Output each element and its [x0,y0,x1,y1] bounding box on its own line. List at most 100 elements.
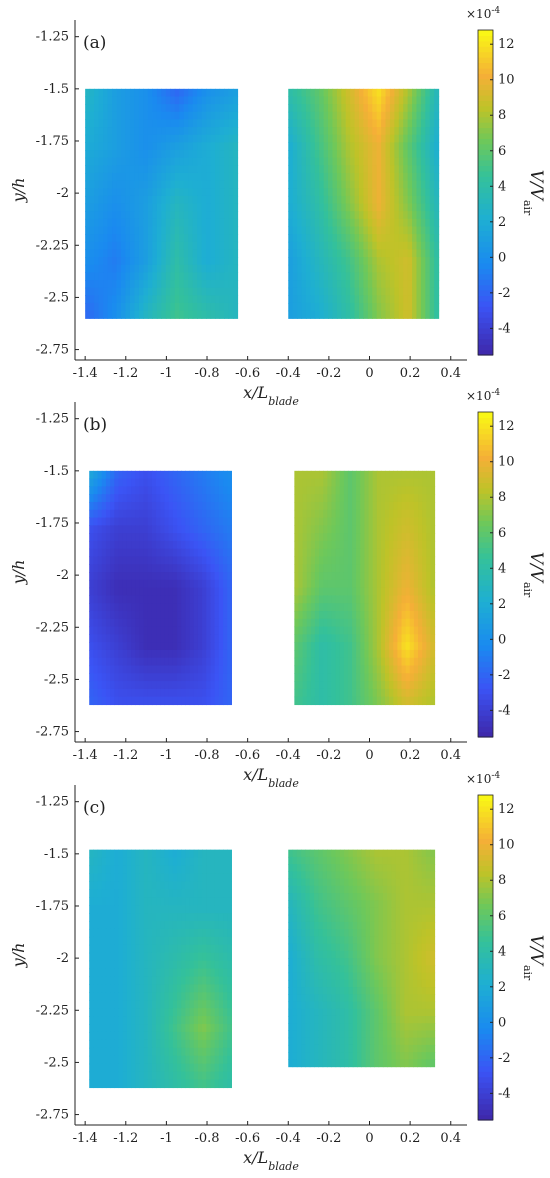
field-cell [126,936,132,946]
field-cell [201,172,207,182]
field-cell [206,295,212,304]
field-cell [139,595,145,604]
field-cell [363,157,369,166]
field-cell [139,587,145,597]
field-cell [405,696,411,706]
field-cell [352,525,357,534]
field-cell [135,626,140,635]
field-cell [143,587,149,597]
field-cell [122,873,128,882]
field-cell [201,165,207,174]
field-cell [156,921,161,930]
field-cell [358,104,365,113]
field-cell [214,618,220,628]
field-cell [223,992,228,1001]
field-cell [425,96,431,105]
field-cell [121,264,127,273]
field-cell [372,119,378,128]
field-cell [118,857,124,867]
colorbar-cell [478,46,493,53]
field-cell [328,295,334,304]
field-cell [147,849,153,859]
field-cell [393,564,398,573]
field-cell [147,142,153,151]
colorbar-cell [478,143,493,150]
field-cell [193,486,199,495]
field-cell [224,165,230,174]
field-cell [354,241,360,251]
field-cell [174,203,180,212]
field-cell [297,249,303,258]
field-cell [168,470,174,480]
field-cell [164,494,170,503]
field-cell [223,696,228,706]
field-cell [339,681,345,690]
field-cell [151,905,157,914]
field-cell [197,310,203,319]
field-cell [151,525,157,534]
field-cell [101,1000,107,1009]
field-cell [376,556,382,565]
field-cell [422,642,427,651]
field-cell [227,944,232,954]
field-cell [288,195,294,205]
field-cell [372,540,378,550]
x-tick-label: -0.2 [316,366,341,381]
field-cell [97,976,103,986]
field-cell [193,649,199,659]
field-cell [177,665,182,674]
field-cell [393,494,398,503]
field-cell [105,928,111,938]
field-cell [210,241,216,251]
field-cell [223,873,228,882]
field-cell [189,921,195,930]
colorbar-cell [478,552,493,559]
field-cell [143,992,149,1001]
field-cell [335,494,341,503]
field-cell [193,889,199,898]
field-cell [418,494,423,503]
field-cell [193,688,199,698]
field-cell [105,533,111,542]
field-cell [380,665,386,674]
field-cell [129,88,136,98]
field-cell [332,104,338,113]
field-cell [218,556,224,565]
field-cell [389,249,395,258]
field-cell [341,157,347,166]
field-cell [164,881,170,890]
field-cell [112,172,118,182]
field-cell [168,849,174,859]
field-cell [201,142,207,151]
field-cell [189,501,195,511]
field-cell [197,501,203,511]
field-cell [161,264,167,273]
field-cell [105,626,111,635]
field-cell [372,203,378,212]
field-cell [147,494,153,503]
field-cell [110,564,115,573]
field-cell [174,211,180,220]
field-cell [202,921,207,930]
field-cell [197,857,203,867]
field-cell [179,188,185,197]
field-cell [214,486,220,495]
field-cell [310,257,316,266]
field-cell [89,696,94,706]
field-cell [360,572,366,581]
field-cell [105,952,111,962]
field-cell [422,587,427,597]
field-cell [224,119,230,128]
field-cell [310,509,316,519]
field-cell [192,203,198,212]
field-cell [135,992,140,1001]
field-cell [397,556,403,565]
field-cell [364,486,370,495]
field-cell [363,150,369,159]
field-cell [177,873,182,882]
field-cell [420,302,426,312]
field-cell [394,119,400,128]
field-cell [147,960,153,970]
field-cell [429,119,435,128]
field-cell [403,218,409,228]
